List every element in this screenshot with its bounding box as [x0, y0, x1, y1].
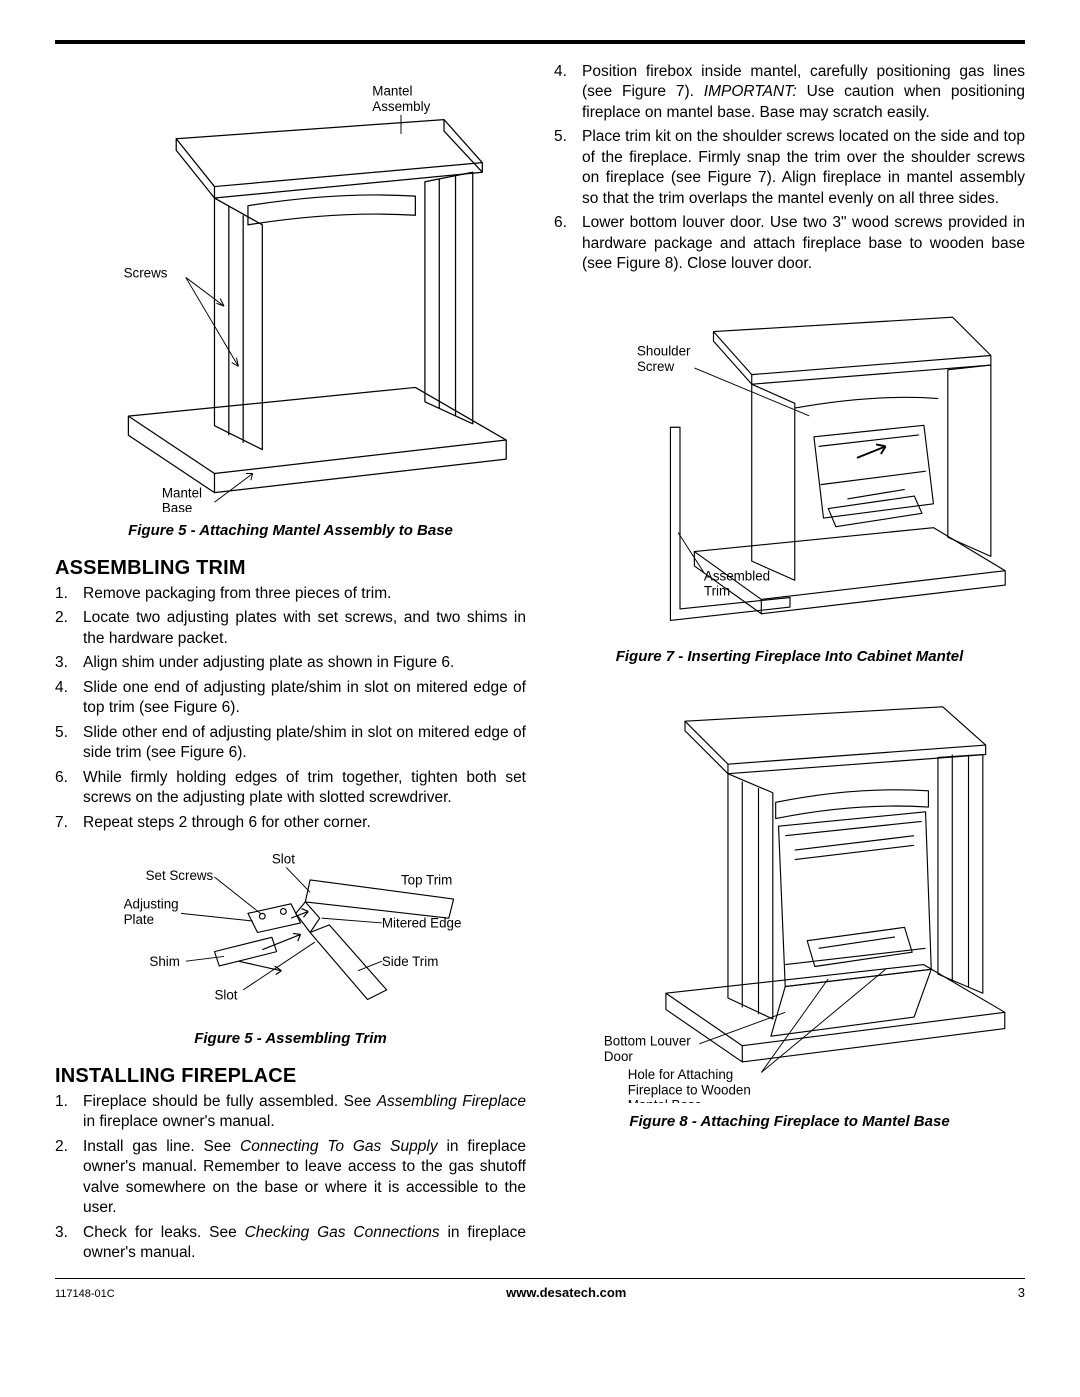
figure-5a: Mantel Assembly Screws Mantel Base — [55, 62, 526, 512]
label-bottom-louver-1: Bottom Louver — [603, 1033, 690, 1048]
right-continuation-steps: Position firebox inside mantel, carefull… — [554, 62, 1025, 275]
step-item: Remove packaging from three pieces of tr… — [55, 584, 526, 604]
label-assembled-2: Trim — [703, 583, 729, 598]
step-item: Slide one end of adjusting plate/shim in… — [55, 678, 526, 719]
label-hole-1: Hole for Attaching — [627, 1067, 732, 1082]
label-shoulder-2: Screw — [636, 358, 674, 373]
heading-assembling-trim: ASSEMBLING TRIM — [55, 557, 526, 580]
step-item: Position firebox inside mantel, carefull… — [554, 62, 1025, 123]
label-shim: Shim — [149, 954, 179, 969]
label-mantel-base-1: Mantel — [161, 485, 201, 500]
step-item: Lower bottom louver door. Use two 3" woo… — [554, 213, 1025, 274]
right-column: Position firebox inside mantel, carefull… — [554, 62, 1025, 1268]
doc-number: 117148-01C — [55, 1288, 115, 1300]
top-rule — [55, 40, 1025, 44]
assembling-trim-steps: Remove packaging from three pieces of tr… — [55, 584, 526, 833]
label-shoulder-1: Shoulder — [636, 343, 690, 358]
label-adjusting-2: Plate — [123, 912, 154, 927]
installing-fireplace-steps: Fireplace should be fully assembled. See… — [55, 1092, 526, 1264]
left-column: Mantel Assembly Screws Mantel Base Figur… — [55, 62, 526, 1268]
label-side-trim: Side Trim — [381, 954, 437, 969]
step-item: Locate two adjusting plates with set scr… — [55, 608, 526, 649]
figure-7: Shoulder Screw Assembled Trim — [554, 293, 1025, 638]
step-item: Install gas line. See Connecting To Gas … — [55, 1137, 526, 1219]
label-slot-top: Slot — [271, 852, 294, 867]
figure-8-caption: Figure 8 - Attaching Fireplace to Mantel… — [554, 1113, 1025, 1130]
step-item: While firmly holding edges of trim toget… — [55, 768, 526, 809]
label-assembled-1: Assembled — [703, 568, 769, 583]
label-hole-3: Mantel Base — [627, 1097, 701, 1102]
page-number: 3 — [1018, 1285, 1025, 1300]
page-footer: 117148-01C www.desatech.com 3 — [55, 1279, 1025, 1300]
label-mitered-edge: Mitered Edge — [381, 916, 461, 931]
step-item: Slide other end of adjusting plate/shim … — [55, 723, 526, 764]
label-mantel-base-2: Base — [161, 501, 192, 512]
label-slot-bottom: Slot — [214, 987, 237, 1002]
content-columns: Mantel Assembly Screws Mantel Base Figur… — [55, 62, 1025, 1268]
label-mantel-assembly-2: Assembly — [372, 99, 430, 114]
label-hole-2: Fireplace to Wooden — [627, 1082, 750, 1097]
figure-8: Bottom Louver Door Hole for Attaching Fi… — [554, 683, 1025, 1103]
step-item: Place trim kit on the shoulder screws lo… — [554, 127, 1025, 209]
label-mantel-assembly-1: Mantel — [372, 84, 412, 99]
step-item: Check for leaks. See Checking Gas Connec… — [55, 1223, 526, 1264]
step-item: Align shim under adjusting plate as show… — [55, 653, 526, 673]
figure-5a-caption: Figure 5 - Attaching Mantel Assembly to … — [55, 522, 526, 539]
label-bottom-louver-2: Door — [603, 1049, 633, 1064]
step-item: Fireplace should be fully assembled. See… — [55, 1092, 526, 1133]
figure-5b: Set Screws Adjusting Plate Shim Slot Slo… — [55, 845, 526, 1020]
footer-url: www.desatech.com — [506, 1285, 626, 1300]
figure-5b-caption: Figure 5 - Assembling Trim — [55, 1030, 526, 1047]
step-item: Repeat steps 2 through 6 for other corne… — [55, 813, 526, 833]
label-adjusting-1: Adjusting — [123, 897, 178, 912]
label-top-trim: Top Trim — [401, 873, 452, 888]
figure-7-caption: Figure 7 - Inserting Fireplace Into Cabi… — [554, 648, 1025, 665]
label-set-screws: Set Screws — [145, 868, 213, 883]
label-screws: Screws — [123, 265, 167, 280]
heading-installing-fireplace: INSTALLING FIREPLACE — [55, 1065, 526, 1088]
